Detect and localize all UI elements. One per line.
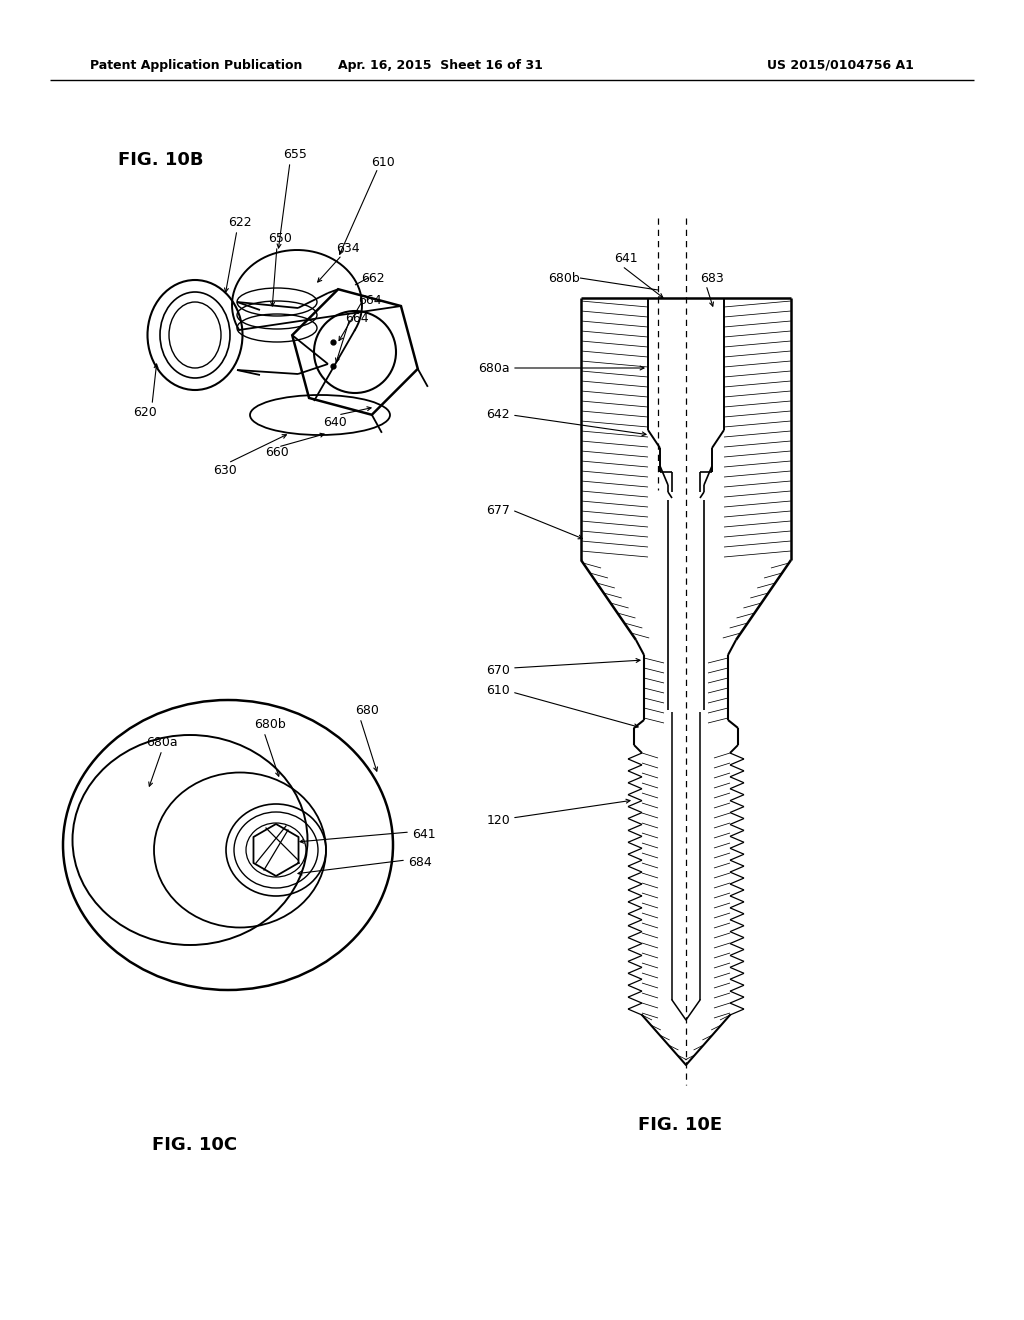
Text: 642: 642: [486, 408, 510, 421]
Text: 680: 680: [355, 704, 379, 717]
Text: 610: 610: [371, 156, 395, 169]
Text: US 2015/0104756 A1: US 2015/0104756 A1: [767, 58, 913, 71]
Text: 120: 120: [486, 813, 510, 826]
Text: 634: 634: [336, 242, 359, 255]
Text: 610: 610: [486, 684, 510, 697]
Text: 641: 641: [412, 829, 435, 842]
Text: 630: 630: [213, 463, 237, 477]
Text: 680b: 680b: [254, 718, 286, 731]
Text: 660: 660: [265, 446, 289, 459]
Text: 670: 670: [486, 664, 510, 676]
Text: FIG. 10E: FIG. 10E: [638, 1115, 722, 1134]
Text: FIG. 10B: FIG. 10B: [118, 150, 204, 169]
Text: 664: 664: [345, 312, 369, 325]
Text: 650: 650: [268, 231, 292, 244]
Text: 680b: 680b: [548, 272, 580, 285]
Text: FIG. 10C: FIG. 10C: [153, 1137, 238, 1154]
Text: 684: 684: [408, 857, 432, 870]
Text: 680a: 680a: [478, 362, 510, 375]
Text: 677: 677: [486, 503, 510, 516]
Text: 622: 622: [228, 215, 252, 228]
Text: 662: 662: [361, 272, 385, 285]
Text: Patent Application Publication: Patent Application Publication: [90, 58, 302, 71]
Text: 680a: 680a: [146, 735, 178, 748]
Text: Apr. 16, 2015  Sheet 16 of 31: Apr. 16, 2015 Sheet 16 of 31: [338, 58, 543, 71]
Text: 620: 620: [133, 405, 157, 418]
Text: 664: 664: [358, 293, 382, 306]
Text: 640: 640: [324, 416, 347, 429]
Text: 641: 641: [614, 252, 638, 264]
Text: 683: 683: [700, 272, 724, 285]
Text: 655: 655: [283, 149, 307, 161]
